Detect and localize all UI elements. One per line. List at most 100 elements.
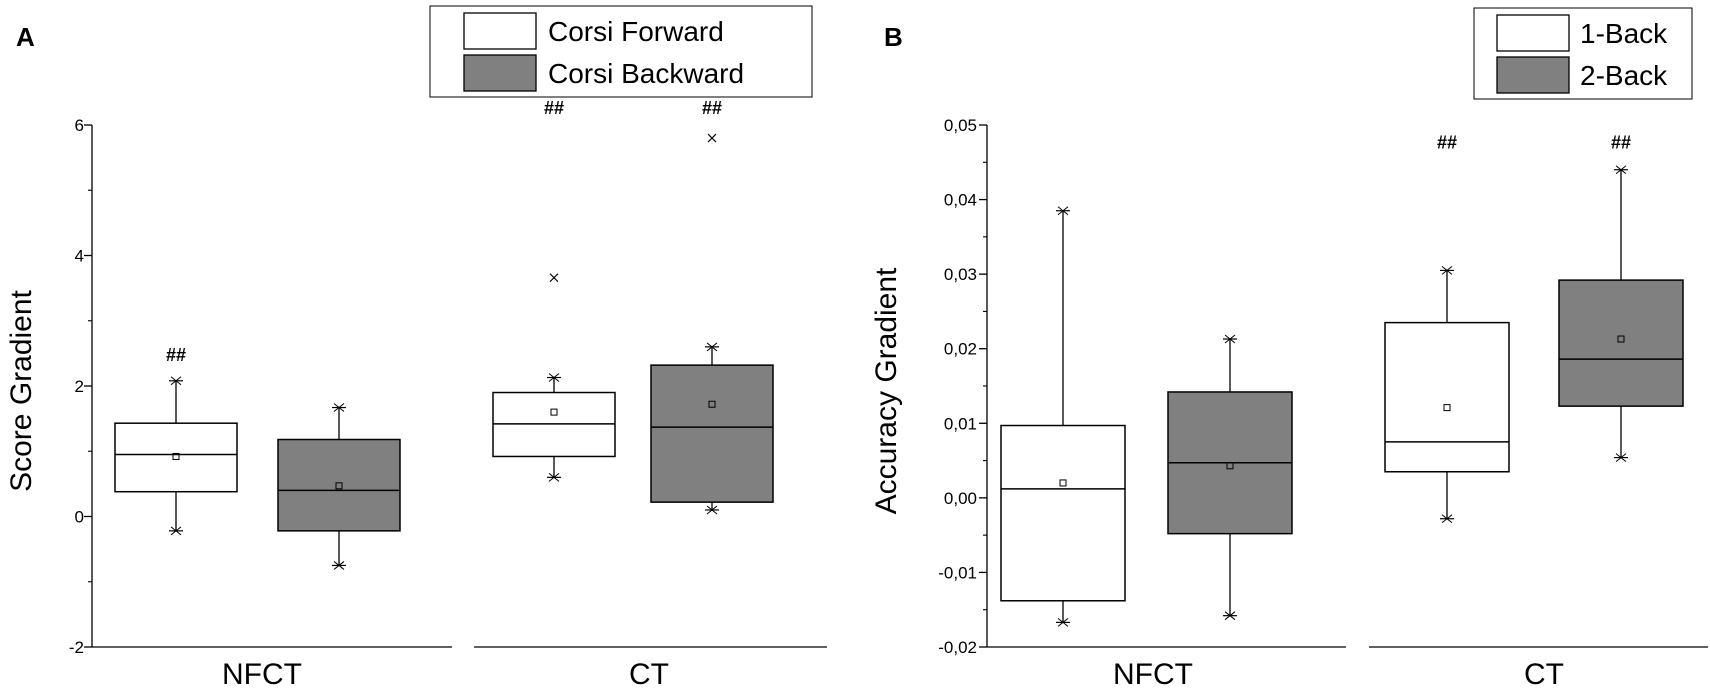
panel-b-y-ticks: -0,02 -0,01 0,00 0,01 0,02 0,03 0,04 0,0… — [938, 116, 987, 657]
outlier-marker — [549, 273, 559, 283]
outlier-stroke — [549, 273, 559, 283]
min-marker-d2 — [548, 472, 560, 482]
panel-b-boxes: ## ## — [1000, 133, 1684, 627]
significance-mark: ## — [1437, 133, 1457, 153]
iqr-box — [1384, 321, 1510, 473]
legend-label-corsi-backward: Corsi Backward — [548, 58, 744, 89]
max-marker-d2 — [706, 342, 718, 352]
min-marker-d2 — [706, 505, 718, 515]
significance-mark: ## — [1611, 133, 1631, 153]
y-tick-label: 0 — [75, 508, 84, 527]
mean-marker — [708, 400, 716, 408]
panel-a-y-axis-title: Score Gradient — [5, 289, 38, 491]
iqr-box — [277, 438, 401, 532]
max-marker-d2 — [548, 373, 560, 382]
iqr-box — [1558, 279, 1684, 407]
box-nfct-2-back — [1167, 334, 1293, 621]
box-nfct-corsi-forward: ## — [114, 345, 238, 536]
y-tick-label: 0,01 — [944, 414, 977, 433]
iqr-box — [114, 422, 238, 493]
max-marker — [547, 373, 561, 382]
min-marker — [1056, 618, 1070, 627]
panel-a-category-nfct: NFCT — [222, 658, 302, 691]
box-ct-corsi-forward: ## — [492, 98, 616, 482]
max-marker-d2 — [1057, 206, 1069, 216]
mean-marker — [1443, 404, 1451, 412]
y-tick-label: 2 — [75, 377, 84, 396]
panel-b-y-axis-title: Accuracy Gradient — [870, 267, 903, 514]
panel-a-y-ticks: -2 0 2 4 6 — [69, 116, 92, 657]
box-nfct-corsi-backward — [277, 403, 401, 570]
min-marker — [705, 505, 719, 515]
max-marker — [332, 403, 346, 412]
min-marker — [169, 526, 183, 536]
legend-swatch-corsi-backward — [463, 54, 537, 92]
y-tick-label: -0,01 — [938, 563, 977, 582]
outlier-marker — [707, 133, 717, 143]
min-marker-d2 — [1057, 618, 1069, 627]
legend-label-2-back: 2-Back — [1580, 60, 1668, 91]
panel-b-category-ct: CT — [1524, 658, 1564, 691]
significance-mark: ## — [702, 98, 722, 118]
min-marker — [1223, 611, 1237, 621]
min-marker — [1440, 514, 1454, 524]
y-tick-label: 6 — [75, 116, 84, 135]
max-marker — [705, 342, 719, 352]
max-marker — [1056, 206, 1070, 216]
box-ct-corsi-backward: ## — [650, 98, 774, 515]
mean-marker — [335, 482, 343, 490]
max-marker — [169, 376, 183, 386]
panel-a-category-ct: CT — [629, 658, 669, 691]
box-ct-1-back: ## — [1384, 133, 1510, 524]
panel-a-letter: A — [16, 22, 35, 52]
panel-a-legend: Corsi Forward Corsi Backward — [429, 5, 813, 98]
mean-marker — [172, 452, 180, 460]
outlier-stroke — [707, 133, 717, 143]
iqr-box — [650, 364, 774, 503]
y-tick-label: 0,00 — [944, 489, 977, 508]
min-marker — [547, 472, 561, 482]
y-tick-label: 0,03 — [944, 265, 977, 284]
mean-marker — [550, 408, 558, 416]
panel-b: B 1-Back 2-Back -0,02 -0,01 0,00 0,01 0,… — [870, 7, 1708, 691]
min-marker — [332, 561, 346, 570]
max-marker-d2 — [1615, 165, 1627, 175]
max-marker-d2 — [170, 376, 182, 386]
max-marker — [1223, 334, 1237, 344]
min-marker-d2 — [1224, 611, 1236, 621]
max-marker-d2 — [333, 403, 345, 412]
y-tick-label: 0,05 — [944, 116, 977, 135]
min-marker-d2 — [170, 526, 182, 536]
panel-b-category-nfct: NFCT — [1113, 658, 1193, 691]
panel-b-letter: B — [884, 22, 903, 52]
min-marker-d2 — [1441, 514, 1453, 524]
min-marker-d2 — [1615, 453, 1627, 462]
mean-marker — [1059, 479, 1067, 487]
y-tick-label: -2 — [69, 638, 84, 657]
iqr-box — [1000, 424, 1126, 602]
min-marker — [1614, 453, 1628, 462]
significance-mark: ## — [544, 98, 564, 118]
legend-label-1-back: 1-Back — [1580, 18, 1668, 49]
panel-a: A Corsi Forward Corsi Backward -2 0 2 4 … — [5, 5, 827, 691]
legend-swatch-2-back — [1496, 56, 1570, 94]
legend-swatch-corsi-forward — [463, 12, 537, 50]
y-tick-label: -0,02 — [938, 638, 977, 657]
legend-label-corsi-forward: Corsi Forward — [548, 16, 724, 47]
legend-swatch-1-back — [1496, 14, 1570, 52]
panel-a-boxes: ## ## ## — [114, 98, 774, 570]
min-marker-d2 — [333, 561, 345, 570]
box-ct-2-back: ## — [1558, 133, 1684, 462]
y-tick-label: 4 — [75, 247, 84, 266]
mean-marker — [1226, 462, 1234, 470]
mean-marker — [1617, 335, 1625, 343]
max-marker-d2 — [1441, 266, 1453, 275]
max-marker — [1614, 165, 1628, 175]
y-tick-label: 0,02 — [944, 340, 977, 359]
y-tick-label: 0,04 — [944, 191, 977, 210]
panel-b-legend: 1-Back 2-Back — [1473, 7, 1693, 100]
max-marker-d2 — [1224, 334, 1236, 344]
significance-mark: ## — [166, 345, 186, 365]
max-marker — [1440, 266, 1454, 275]
